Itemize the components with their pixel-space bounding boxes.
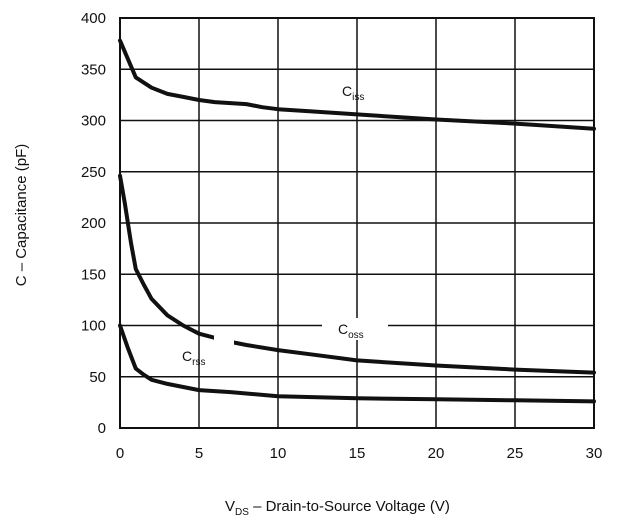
y-tick-label: 350 [81, 61, 106, 78]
grid [119, 17, 595, 429]
y-tick-label: 100 [81, 318, 106, 335]
y-tick-label: 200 [81, 215, 106, 232]
x-axis-label: VDS – Drain-to-Source Voltage (V) [225, 498, 450, 518]
x-tick-label: 25 [507, 445, 524, 462]
y-axis-label: C – Capacitance (pF) [13, 144, 30, 287]
series-label-ciss: Ciss [342, 83, 364, 103]
label-gap-crss [214, 334, 234, 346]
y-tick-label: 0 [98, 420, 106, 437]
series-label-crss: Crss [182, 348, 205, 368]
series-label-coss: Coss [338, 321, 364, 341]
x-tick-label: 5 [195, 445, 203, 462]
y-tick-label: 250 [81, 164, 106, 181]
x-tick-label: 15 [349, 445, 366, 462]
series-line-ciss [118, 38, 596, 131]
series-line-coss [118, 173, 596, 375]
label-gap-coss [322, 318, 388, 340]
plot-frame [119, 17, 595, 429]
x-tick-label: 30 [586, 445, 603, 462]
y-tick-label: 50 [89, 369, 106, 386]
series-line-crss [118, 323, 596, 404]
x-tick-label: 10 [270, 445, 287, 462]
x-tick-label: 0 [116, 445, 124, 462]
y-tick-label: 150 [81, 266, 106, 283]
y-tick-label: 400 [81, 10, 106, 27]
series-lines [118, 38, 596, 404]
x-tick-label: 20 [428, 445, 445, 462]
y-tick-label: 300 [81, 113, 106, 130]
